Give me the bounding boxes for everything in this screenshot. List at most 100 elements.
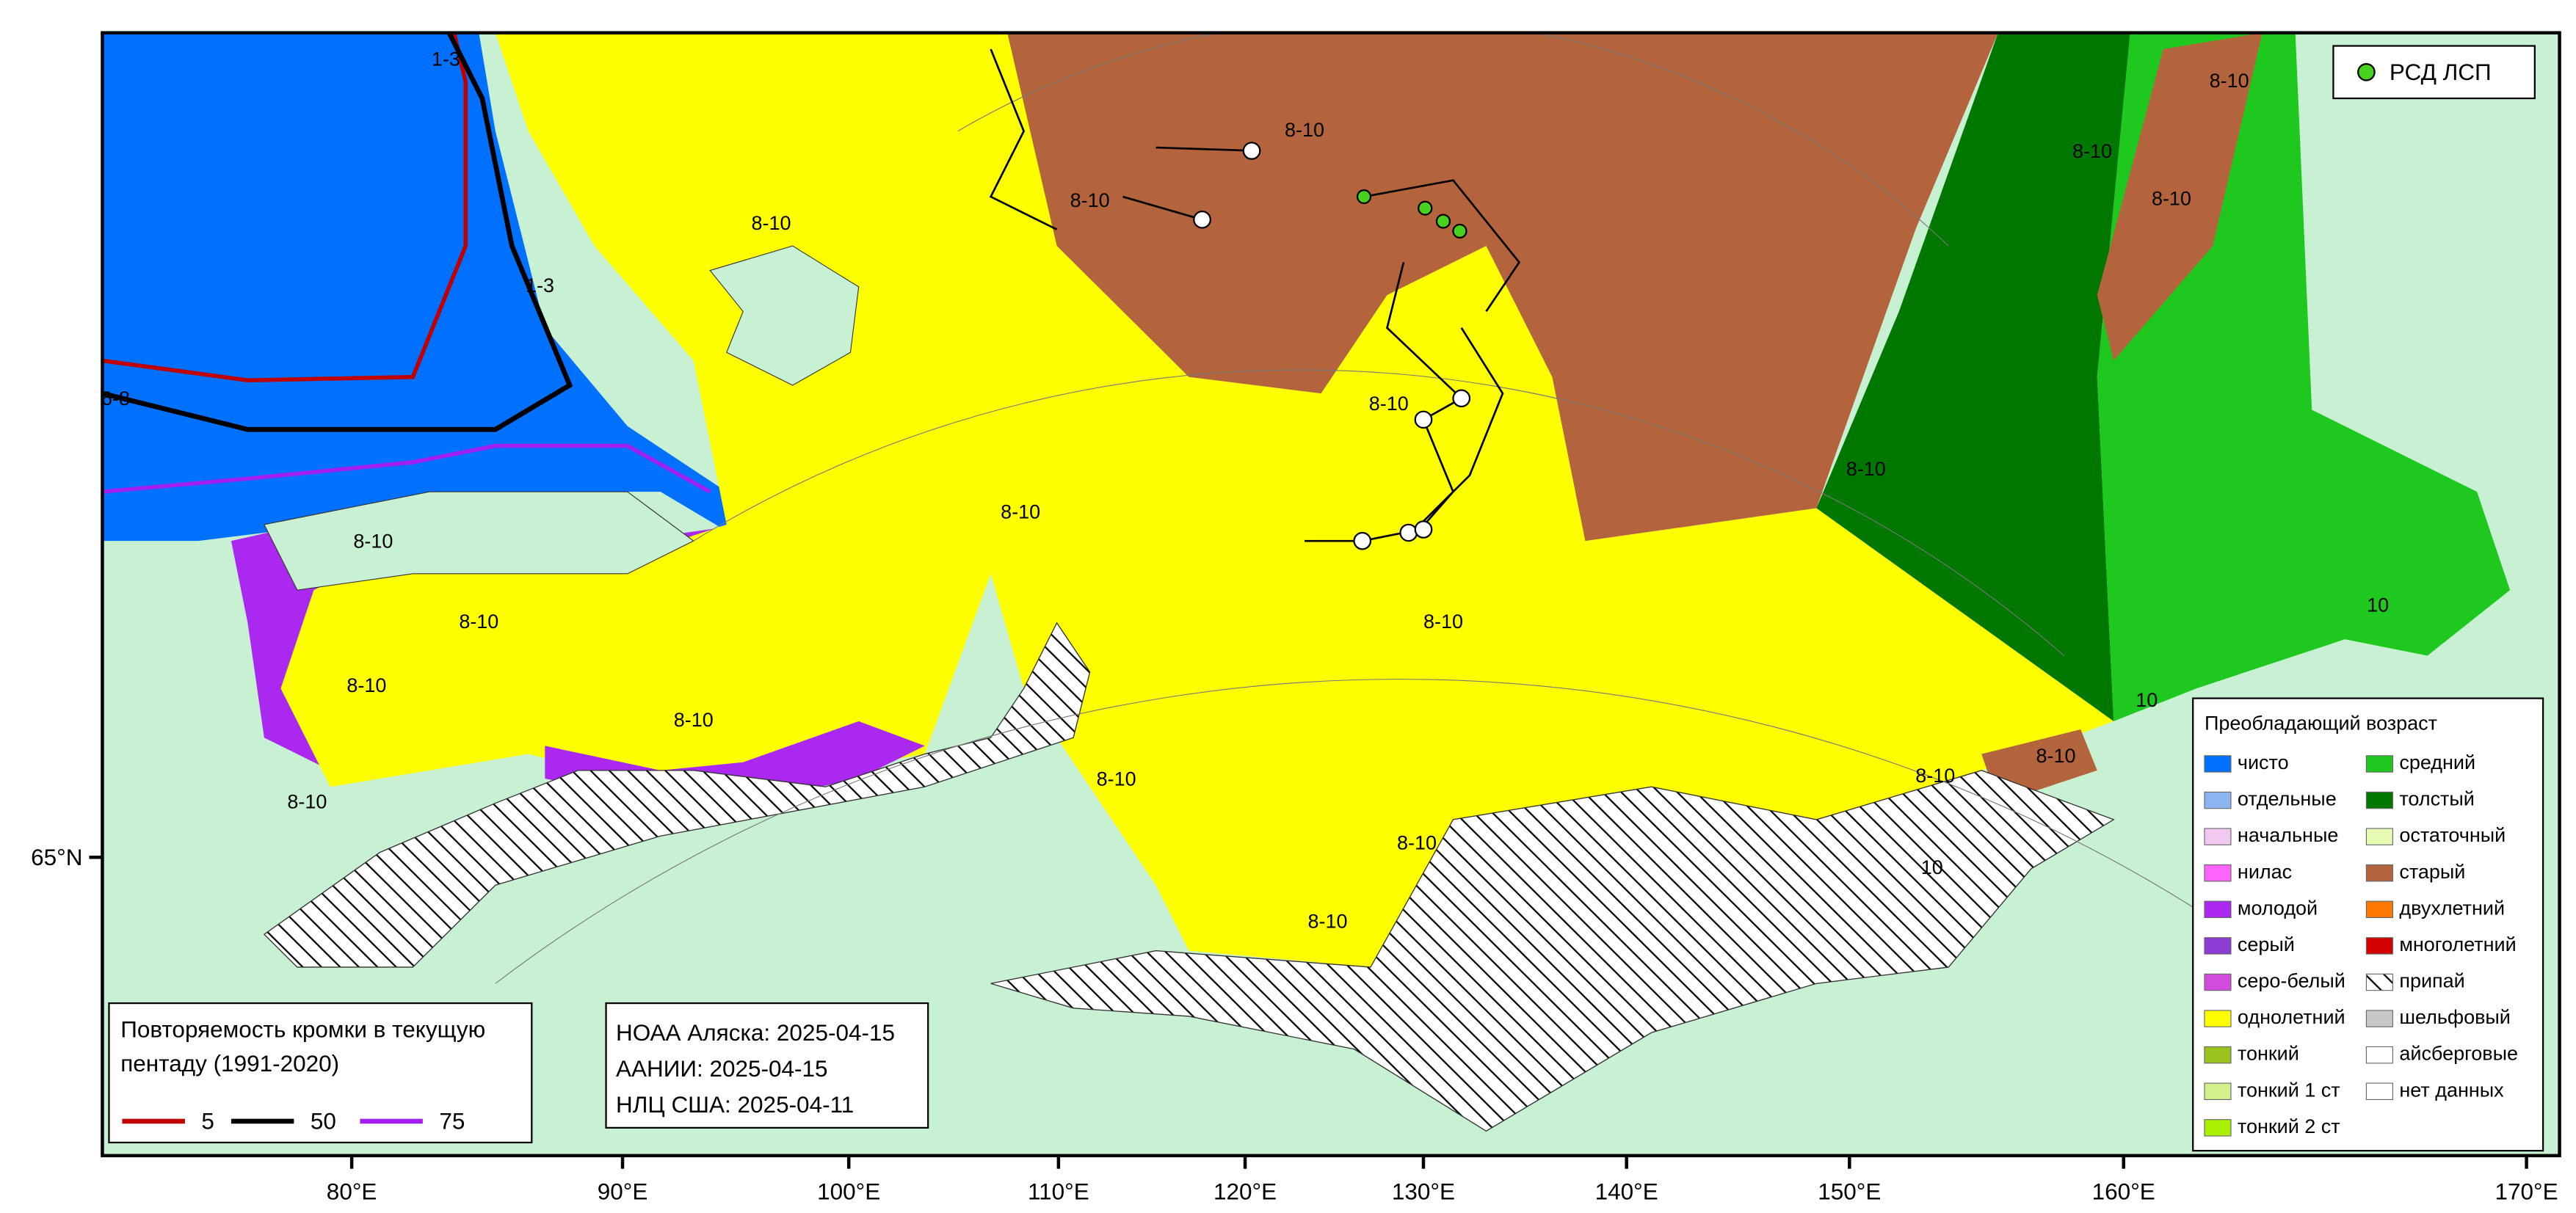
open-water-area [102, 32, 744, 542]
legend-label: нет данных [2399, 1079, 2504, 1101]
edge-legend-items: 5 50 75 [122, 1109, 465, 1134]
legend-label: многолетний [2399, 933, 2516, 955]
lon-label: 160°E [2092, 1179, 2155, 1205]
old-ice-strip [2097, 32, 2263, 361]
legend-swatch [2365, 937, 2393, 955]
legend-label: средний [2399, 751, 2475, 773]
island [709, 245, 860, 386]
region-label: 8-10 [1397, 832, 1437, 854]
legend-label: тонкий [2238, 1043, 2299, 1065]
lon-label: 100°E [817, 1179, 880, 1205]
ice-areas: 8-10 8-10 8-10 8-10 8-10 8-10 8-10 8-10 8-10 8-10… [101, 32, 2511, 1132]
legend-swatch [2204, 900, 2232, 919]
region-label: 8-10 [1915, 765, 1955, 787]
longitude-labels: 80°E 90°E 100°E 110°E 120°E 130°E 140°E 150°E 16… [327, 1155, 2558, 1205]
legend-label: серый [2238, 933, 2295, 955]
legend-swatch [2204, 864, 2232, 882]
island [264, 491, 694, 591]
region-label: 8-10 [2210, 70, 2249, 92]
legend-label: припай [2399, 970, 2464, 992]
source-line: НЛЦ США: 2025-04-11 [616, 1092, 854, 1118]
rsd-legend-label: РСД ЛСП [2390, 59, 2492, 85]
sources-box [605, 1002, 929, 1129]
fast-ice-west [263, 622, 1091, 968]
age-legend-title: Преобладающий возраст [2205, 713, 2437, 735]
legend-swatch [2204, 791, 2232, 809]
edge-legend-title: пентаду (1991-2020) [120, 1051, 339, 1077]
legend-swatch [2365, 1082, 2393, 1100]
thick-ice-area [1816, 32, 2130, 721]
rsd-legend-marker [2357, 63, 2376, 81]
region-label: 1-3 [432, 48, 460, 70]
region-label: 8-10 [353, 531, 393, 553]
edge-legend-label: 50 [311, 1109, 336, 1134]
drift-tracks [989, 48, 1521, 542]
edge-legend-label: 75 [439, 1109, 465, 1134]
region-label: 10 [1921, 856, 1943, 878]
map-canvas: 8-10 8-10 8-10 8-10 8-10 8-10 8-10 8-10 8-10 8-10… [31, 31, 2561, 1205]
source-line: ААНИИ: 2025-04-15 [616, 1056, 828, 1082]
region-labels: 8-10 8-10 8-10 8-10 8-10 8-10 8-10 8-10 8-10 8-10… [101, 48, 2389, 933]
region-label: 10 [2136, 689, 2158, 711]
legend-swatch [2365, 791, 2393, 809]
region-label: 8-10 [459, 611, 498, 633]
lon-label: 140°E [1595, 1179, 1658, 1205]
lon-label: 170°E [2495, 1179, 2558, 1205]
legend-swatch [2365, 1010, 2393, 1027]
region-label: 6-8 [101, 387, 130, 409]
edge-line-50 [102, 32, 573, 432]
legend-label: отдельные [2238, 788, 2337, 810]
legend-label: остаточный [2399, 824, 2506, 846]
legend-swatch [2204, 1119, 2232, 1137]
legend-swatch [2365, 900, 2393, 919]
old-ice-area [1007, 32, 1998, 542]
region-label: 8-10 [1308, 911, 1348, 933]
edge-legend-title: Повторяемость кромки в текущую [120, 1016, 485, 1042]
legend-label: двухлетний [2399, 897, 2505, 919]
lat-label: 65°N [31, 845, 82, 870]
legend-label: толстый [2399, 788, 2474, 810]
source-line: НОАА Аляска: 2025-04-15 [616, 1020, 895, 1046]
region-label: 8-10 [2152, 188, 2191, 210]
lon-label: 120°E [1213, 1179, 1277, 1205]
region-label: 8-10 [347, 674, 386, 696]
legend-swatch [2204, 937, 2232, 955]
region-label: 1-3 [526, 274, 554, 296]
region-label: 8-10 [2036, 745, 2076, 767]
legend-label: чисто [2238, 751, 2289, 773]
lon-label: 110°E [1028, 1179, 1089, 1205]
region-label: 8-10 [1070, 189, 1110, 211]
legend-label: айсберговые [2399, 1043, 2518, 1065]
region-label: 8-10 [1097, 768, 1136, 790]
age-legend-box [2192, 697, 2544, 1152]
lon-label: 150°E [1818, 1179, 1881, 1205]
legend-label: серо-белый [2238, 970, 2345, 992]
legend-swatch [2365, 973, 2393, 991]
lon-label: 90°E [598, 1179, 648, 1205]
region-label: 8-10 [1369, 393, 1409, 415]
legend-swatch [2365, 864, 2393, 882]
region-label: 8-10 [751, 212, 791, 234]
legend-label: начальные [2238, 824, 2338, 846]
buoys [1193, 142, 1471, 550]
legend-swatch [2204, 828, 2232, 845]
region-label: 8-10 [1846, 458, 1886, 480]
region-label: 8-10 [287, 791, 327, 813]
region-label: 8-10 [674, 709, 714, 731]
edge-legend-label: 5 [201, 1109, 214, 1134]
legend-label: нилас [2238, 861, 2292, 883]
fast-ice-east [990, 770, 2115, 1132]
legend-swatch [2204, 755, 2232, 773]
legend-swatch [2365, 828, 2393, 845]
region-label: 8-10 [1285, 119, 1324, 141]
legend-swatch [2204, 1082, 2232, 1100]
grid-line [495, 32, 2345, 1017]
edge-line-5 [102, 32, 468, 383]
legend-swatch [2365, 1046, 2393, 1064]
region-label: 8-10 [1423, 611, 1463, 633]
edge-line-75 [102, 443, 711, 494]
lon-label: 80°E [327, 1179, 377, 1205]
legend-swatch [2204, 1010, 2232, 1027]
